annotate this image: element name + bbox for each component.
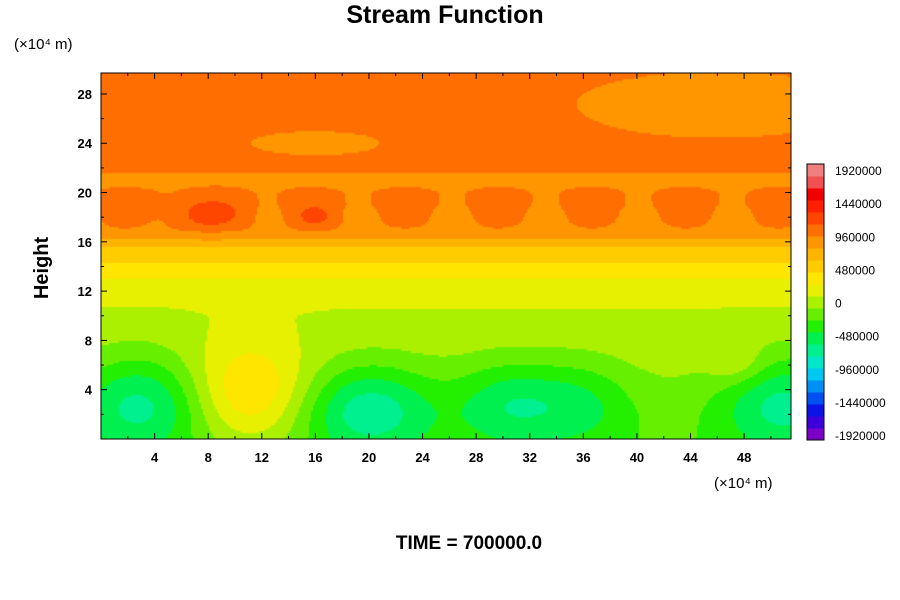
colorbar-swatch [807,344,824,357]
chart-title: Stream Function [346,1,543,29]
time-label: TIME = 700000.0 [396,533,542,554]
x-tick-label: 28 [469,450,483,465]
colorbar-swatch [807,284,824,297]
colorbar-ticks: 1920000 1440000 960000 480000 0 -480000 -96000… [835,164,886,443]
colorbar-swatch [807,404,824,417]
colorbar-swatch [807,164,824,177]
colorbar-tick-label: 1440000 [835,197,882,211]
x-axis: 4 8 12 16 20 24 28 32 36 40 44 48 [127,73,772,465]
colorbar-tick-label: -1440000 [835,396,886,410]
y-axis-label: Height [31,237,53,300]
y-tick-label: 20 [78,186,92,201]
x-tick-label: 20 [362,450,376,465]
y-axis: 4 8 12 16 20 24 28 [78,87,791,415]
colorbar-tick-label: 960000 [835,230,875,244]
x-tick-label: 8 [205,450,212,465]
colorbar-swatch [807,332,824,345]
x-tick-label: 24 [415,450,430,465]
heatmap-field [101,73,791,439]
y-tick-label: 12 [78,284,92,299]
colorbar-swatch [807,392,824,405]
x-tick-label: 32 [523,450,537,465]
y-tick-label: 16 [78,235,92,250]
x-tick-label: 48 [737,450,751,465]
colorbar-swatch [807,320,824,333]
colorbar-tick-label: -1920000 [835,429,886,443]
x-tick-label: 36 [576,450,590,465]
x-axis-unit: (×10⁴ m) [714,475,773,492]
colorbar-tick-label: -480000 [835,330,879,344]
colorbar-tick-label: -960000 [835,363,879,377]
colorbar-swatch [807,200,824,213]
colorbar-swatch [807,356,824,369]
x-tick-label: 4 [151,450,159,465]
colorbar-swatch [807,380,824,393]
colorbar-swatch [807,236,824,249]
colorbar-swatch [807,224,824,237]
y-axis-unit: (×10⁴ m) [14,36,73,53]
y-tick-label: 8 [85,333,92,348]
colorbar-swatch [807,176,824,189]
colorbar-frame [806,163,825,441]
y-tick-label: 24 [78,136,93,151]
colorbar-swatch [807,416,824,429]
colorbar-swatch [807,212,824,225]
x-tick-label: 44 [683,450,698,465]
colorbar-tick-label: 1920000 [835,164,882,178]
colorbar [806,163,825,441]
plot-area [100,72,792,440]
y-tick-label: 28 [78,87,92,102]
colorbar-swatch [807,272,824,285]
plot-frame [100,72,792,440]
x-tick-label: 16 [308,450,322,465]
colorbar-swatch [807,296,824,309]
colorbar-swatch [807,308,824,321]
colorbar-swatch [807,188,824,201]
colorbar-tick-label: 0 [835,297,842,311]
colorbar-swatch [807,260,824,273]
colorbar-tick-label: 480000 [835,263,875,277]
y-tick-label: 4 [85,383,93,398]
x-tick-label: 12 [255,450,269,465]
x-tick-label: 40 [630,450,644,465]
colorbar-swatch [807,368,824,381]
colorbar-swatch [807,428,824,441]
colorbar-swatch [807,248,824,261]
